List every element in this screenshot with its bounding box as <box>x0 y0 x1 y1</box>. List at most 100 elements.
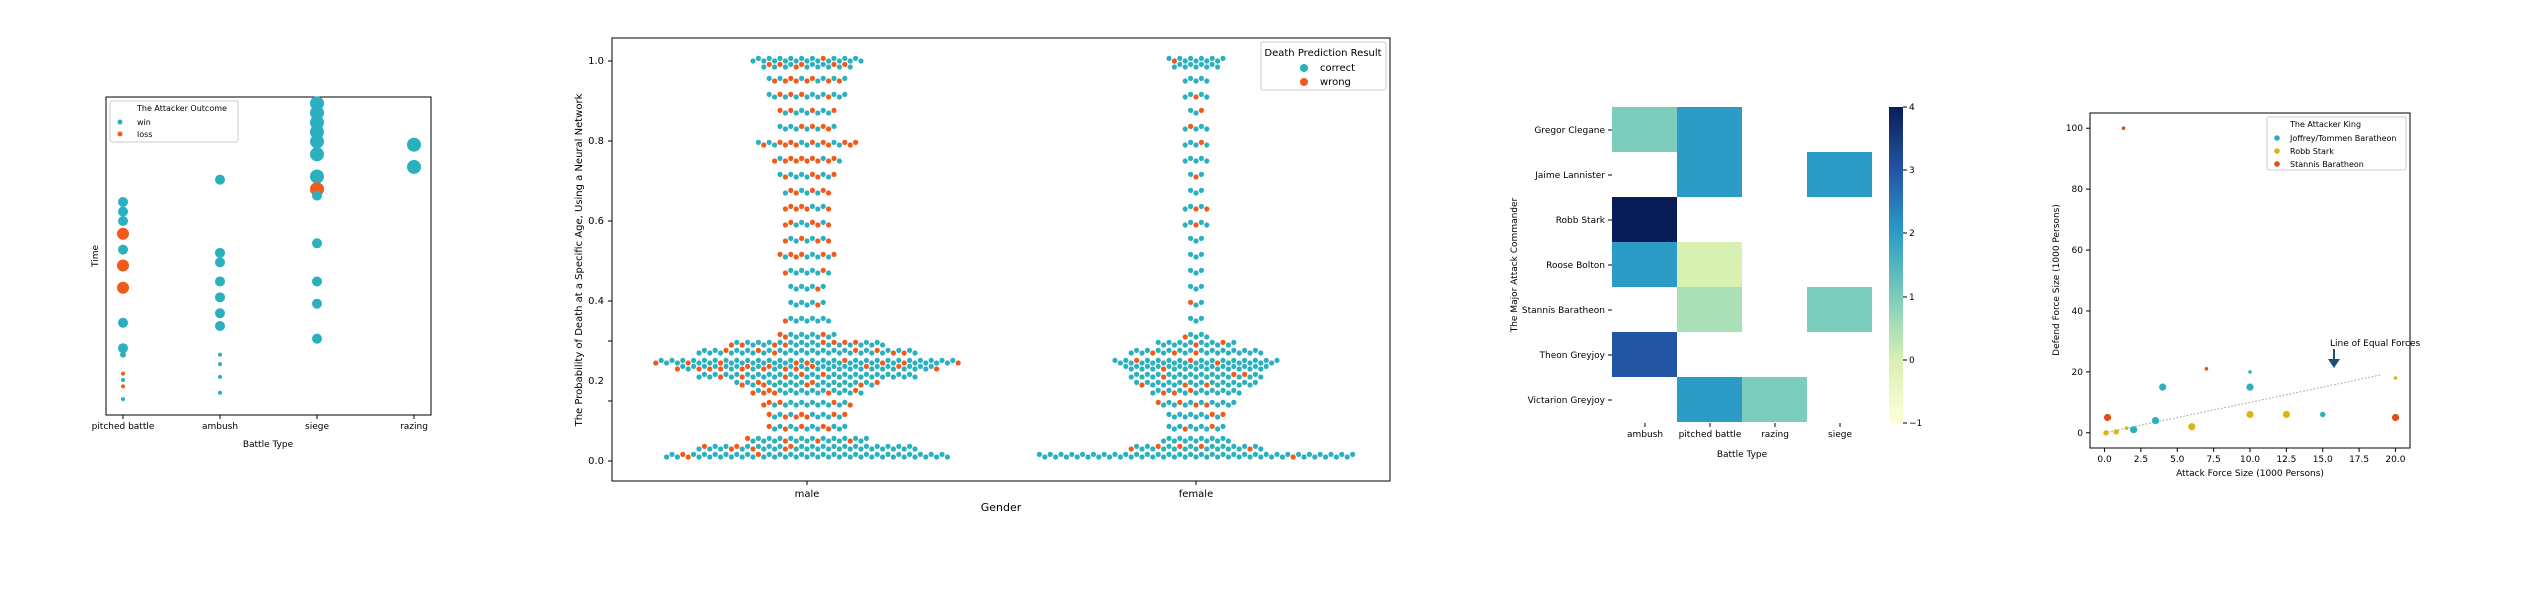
swarm-point-723 <box>1220 339 1226 345</box>
swarm-point-938 <box>766 91 772 97</box>
swarm-point-492 <box>890 366 897 372</box>
swarm-point-602 <box>1204 360 1210 366</box>
swarm-point-439 <box>1193 374 1199 380</box>
colorbar-gradient <box>1889 107 1903 423</box>
swarm-point-379 <box>1220 379 1226 385</box>
swarm-point-441 <box>1204 374 1210 380</box>
swarm-point-293 <box>1209 399 1215 405</box>
battle-point-31 <box>310 134 324 149</box>
swarm-point-511 <box>1177 363 1183 369</box>
swarm-point-218 <box>788 423 794 429</box>
swarm-point-550 <box>772 360 778 366</box>
swarm-point-862 <box>831 171 837 177</box>
swarm-point-407 <box>809 371 816 377</box>
swarm-point-268 <box>772 402 778 408</box>
swarm-point-146 <box>880 446 886 452</box>
swarm-point-875 <box>820 155 826 161</box>
swarm-point-377 <box>1209 379 1215 385</box>
swarm-point-48 <box>923 454 929 460</box>
swarm-point-680 <box>1252 347 1258 353</box>
battle-point-15 <box>121 397 125 402</box>
swarm-point-222 <box>809 423 816 429</box>
swarm-point-895 <box>815 142 821 148</box>
swarm-point-165 <box>1193 446 1199 452</box>
swarm-point-421 <box>885 371 891 377</box>
swarm-point-760 <box>820 299 826 305</box>
force-point-5 <box>2130 426 2138 434</box>
swarm-point-31 <box>831 451 837 457</box>
swarm-point-411 <box>831 371 837 377</box>
swarm-point-856 <box>799 171 805 177</box>
swarm-point-615 <box>1274 357 1280 363</box>
swarm-point-987 <box>809 61 816 67</box>
swarm-point-123 <box>755 443 762 449</box>
battle-point-38 <box>312 298 322 309</box>
swarm-point-719 <box>1198 339 1204 345</box>
swarm-point-54 <box>1042 454 1048 460</box>
swarm-point-995 <box>1171 64 1177 70</box>
swarm-point-570 <box>880 360 886 366</box>
swarm-point-635 <box>799 347 805 353</box>
swarm-point-102 <box>1301 454 1307 460</box>
swarm-point-176 <box>1252 443 1258 449</box>
swarm-point-972 <box>842 75 848 81</box>
swarm-point-524 <box>1247 366 1253 372</box>
swarm-point-688 <box>761 342 767 348</box>
swarm-point-168 <box>1209 443 1215 449</box>
swarm-point-1001 <box>1204 64 1210 70</box>
swarm-point-710 <box>880 342 886 348</box>
swarm-point-22 <box>782 454 789 460</box>
swarm-point-969 <box>826 78 832 84</box>
swarm-point-204 <box>1177 435 1183 441</box>
swarm-point-257 <box>1177 411 1183 417</box>
swarm-point-646 <box>858 350 864 356</box>
swarm-point-528 <box>653 360 659 366</box>
swarm-point-1034 <box>1215 58 1221 64</box>
swarm-point-386 <box>696 374 702 380</box>
swarm-point-299 <box>755 387 762 393</box>
legend-label-stannis: Stannis Baratheon <box>2290 160 2364 169</box>
swarm-point-116 <box>718 446 724 452</box>
swarm-point-700 <box>826 342 832 348</box>
battle-point-14 <box>121 384 125 389</box>
swarm-point-127 <box>777 443 783 449</box>
swarm-point-1018 <box>826 58 832 64</box>
swarm-point-693 <box>788 339 794 345</box>
swarm-point-394 <box>739 374 745 380</box>
swarm-point-839 <box>1204 206 1210 212</box>
swarm-point-950 <box>831 91 837 97</box>
swarm-point-484 <box>847 366 853 372</box>
swarm-point-263 <box>1209 411 1215 417</box>
swarm-point-82 <box>1193 454 1199 460</box>
legend-label-correct: correct <box>1320 63 1355 74</box>
swarm-point-132 <box>804 446 810 452</box>
swarm-point-246 <box>799 411 805 417</box>
swarm-point-194 <box>831 435 837 441</box>
swarm-point-984 <box>793 64 799 70</box>
swarm-point-505 <box>1144 363 1150 369</box>
swarm-point-617 <box>701 347 708 353</box>
swarm-point-371 <box>1177 379 1183 385</box>
swarm-point-113 <box>701 443 708 449</box>
heatmap-colorbar: −1 0 1 2 3 4 <box>1889 103 1922 429</box>
swarm-point-952 <box>842 91 848 97</box>
swarm-point-282 <box>847 402 853 408</box>
ytick-40: 40 <box>2072 307 2084 317</box>
heatmap-xlabel: Battle Type <box>1717 450 1768 460</box>
swarm-point-525 <box>1252 363 1258 369</box>
swarm-point-603 <box>1209 357 1215 363</box>
battle-point-10 <box>118 343 128 354</box>
swarm-point-288 <box>1182 402 1188 408</box>
swarm-point-836 <box>1188 203 1194 209</box>
swarm-point-976 <box>1198 75 1204 81</box>
swarm-point-829 <box>799 203 805 209</box>
battle-outcome-points <box>114 96 421 402</box>
swarm-point-93 <box>1252 451 1258 457</box>
swarm-point-804 <box>804 238 810 244</box>
swarm-point-163 <box>1182 446 1188 452</box>
swarm-point-765 <box>793 286 799 292</box>
swarm-point-266 <box>761 402 767 408</box>
swarm-point-692 <box>782 342 789 348</box>
swarm-point-1 <box>669 451 675 457</box>
swarm-point-67 <box>1112 451 1118 457</box>
